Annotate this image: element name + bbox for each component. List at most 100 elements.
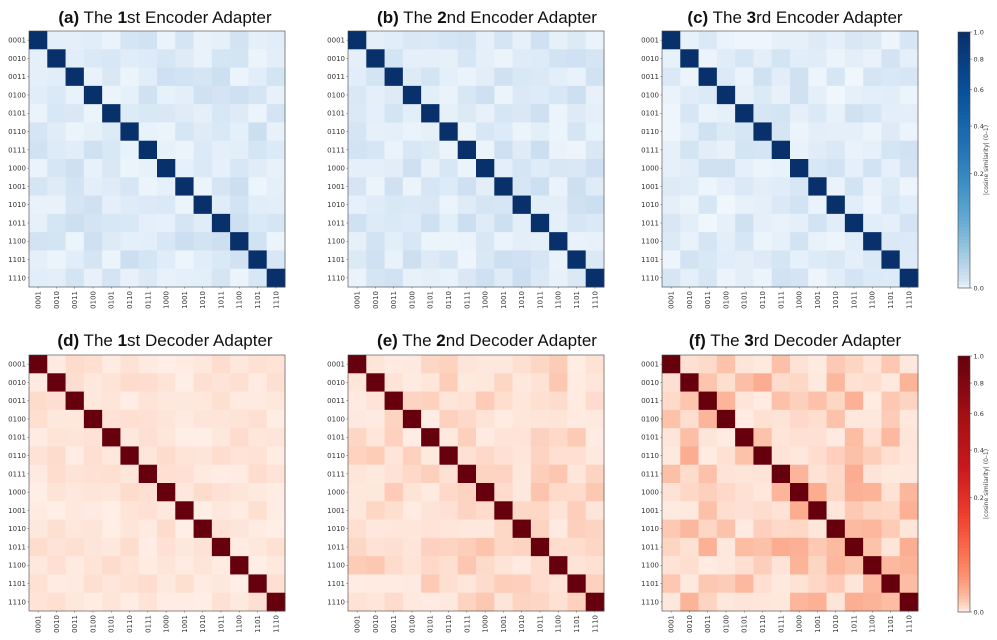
heatmap-cell [844, 428, 864, 447]
heatmap-cell [549, 49, 568, 68]
heatmap-cell [266, 574, 286, 594]
heatmap-cell [735, 140, 754, 160]
colorbar-label: |cosine similarity| (0–1) [983, 125, 990, 195]
heatmap-cell [790, 373, 809, 392]
heatmap-cell [899, 537, 919, 557]
heatmap-cell [402, 574, 422, 594]
heatmap-cell [230, 391, 249, 411]
y-tick-label: 1001 [327, 507, 345, 515]
heatmap-cell [175, 501, 194, 520]
x-tick-label: 1011 [850, 615, 858, 633]
heatmap-cell [662, 574, 681, 594]
heatmap-cell [120, 31, 140, 50]
colorbar-segment [958, 268, 970, 273]
heatmap-cell [348, 232, 367, 251]
colorbar-segment [958, 404, 970, 408]
panel-title-number: 1 [118, 8, 127, 27]
heatmap-cell [421, 428, 440, 447]
heatmap-cell [808, 501, 827, 520]
heatmap-cell [530, 232, 550, 251]
heatmap-cell [83, 195, 103, 215]
heatmap-cell [771, 355, 791, 374]
heatmap-frame [661, 30, 919, 288]
x-tick-label: 1101 [887, 291, 895, 309]
heatmap-cell [439, 213, 459, 233]
colorbar-segment [958, 185, 970, 190]
heatmap-cell [863, 31, 882, 50]
colorbar-segment [958, 589, 970, 594]
y-tick-label: 0110 [8, 452, 26, 460]
heatmap-cell [65, 501, 85, 520]
heatmap-cell [366, 250, 385, 270]
heatmap-cell [549, 85, 568, 105]
heatmap-cell [844, 195, 864, 215]
heatmap-cell [826, 177, 846, 196]
heatmap-cell [457, 195, 477, 215]
colorbar-segment [958, 265, 970, 270]
panel-title: (a) The 1st Encoder Adapter [58, 8, 272, 27]
heatmap-cell [698, 104, 718, 123]
heatmap-cell [366, 213, 385, 233]
heatmap-cell [771, 446, 791, 466]
heatmap-cell [680, 122, 699, 142]
heatmap-cell [157, 592, 176, 612]
heatmap-cell [530, 537, 550, 557]
colorbar-segment [958, 108, 970, 113]
heatmap-cell [771, 31, 791, 50]
y-tick-label: 1011 [327, 543, 345, 551]
y-tick-label: 0110 [641, 128, 659, 136]
heatmap-cell [899, 556, 919, 575]
heatmap-cell [248, 140, 268, 160]
heatmap-cell [348, 49, 367, 68]
heatmap-cell [421, 483, 440, 502]
heatmap-cell [680, 67, 699, 87]
heatmap-cell [248, 501, 268, 520]
heatmap-cell [585, 268, 605, 288]
heatmap-cell [698, 501, 718, 520]
heatmap-cell [662, 391, 681, 411]
heatmap-cell [790, 409, 809, 429]
heatmap-cell [863, 574, 882, 594]
heatmap-cell [421, 104, 440, 123]
heatmap-cell [138, 537, 158, 557]
heatmap-cell [157, 355, 176, 374]
heatmap-cell [771, 122, 791, 142]
heatmap-cell [211, 592, 231, 612]
heatmap-cell [102, 519, 121, 539]
heatmap-cell [193, 592, 213, 612]
heatmap-cell [348, 159, 367, 178]
heatmap-cell [120, 409, 140, 429]
heatmap-cell [585, 104, 605, 123]
heatmap-cell [530, 483, 550, 502]
heatmap-cell [790, 537, 809, 557]
x-tick-label: 0011 [71, 615, 79, 633]
y-tick-label: 0011 [8, 397, 26, 405]
colorbar-segment [958, 477, 970, 482]
colorbar-segment [958, 567, 970, 571]
colorbar-segment [958, 140, 970, 145]
colorbar-tick-label: 0.6 [974, 410, 984, 418]
heatmap-cell [662, 464, 681, 484]
heatmap-cell [771, 574, 791, 594]
panel-title-prefix: The [79, 331, 117, 350]
heatmap-cell [662, 519, 681, 539]
colorbar-segment [958, 432, 970, 437]
colorbar-blues: 0.00.20.40.60.81.0|cosine similarity| (0… [957, 28, 990, 292]
colorbar-segment [958, 535, 970, 539]
heatmap-cell [476, 177, 495, 196]
heatmap-cell [29, 250, 48, 270]
colorbar-segment [958, 570, 970, 574]
heatmap-cell [266, 519, 286, 539]
colorbar-segment [958, 445, 970, 450]
heatmap-cell [138, 446, 158, 466]
heatmap-cell [266, 483, 286, 502]
heatmap-cell [138, 159, 158, 178]
heatmap-cell [826, 49, 846, 68]
heatmap-cell [157, 159, 176, 178]
heatmap-cell [698, 232, 718, 251]
heatmap-cell [266, 195, 286, 215]
colorbar-segment [958, 506, 970, 510]
heatmap-cell [549, 140, 568, 160]
heatmap-cell [716, 49, 736, 68]
heatmap-cell [585, 409, 605, 429]
